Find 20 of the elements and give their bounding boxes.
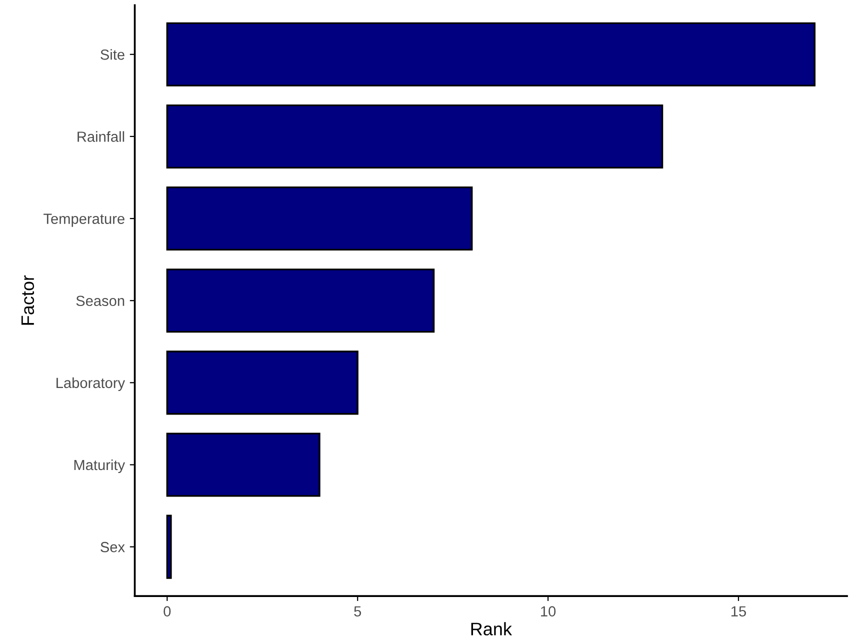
- y-tick-label: Site: [100, 49, 124, 60]
- y-tick-label: Laboratory: [56, 377, 126, 391]
- bar: [166, 186, 473, 251]
- bar: [166, 432, 320, 497]
- bar: [166, 514, 172, 579]
- bar: [166, 22, 816, 86]
- x-tick-label: 0: [164, 606, 171, 616]
- x-tick-label: 15: [731, 606, 746, 616]
- y-tick-label: Maturity: [74, 459, 126, 474]
- bar: [166, 104, 664, 168]
- bar: [166, 350, 358, 415]
- y-tick-label: Sex: [100, 542, 125, 552]
- y-tick-label: Season: [76, 296, 124, 306]
- y-axis-title: Factor: [21, 275, 34, 325]
- x-tick-label: 10: [541, 606, 556, 616]
- y-tick-label: Temperature: [44, 214, 124, 227]
- x-tick-label: 5: [354, 606, 362, 616]
- bar: [166, 268, 435, 333]
- y-tick-label: Rainfall: [78, 131, 124, 142]
- x-axis-title: Rank: [471, 622, 512, 636]
